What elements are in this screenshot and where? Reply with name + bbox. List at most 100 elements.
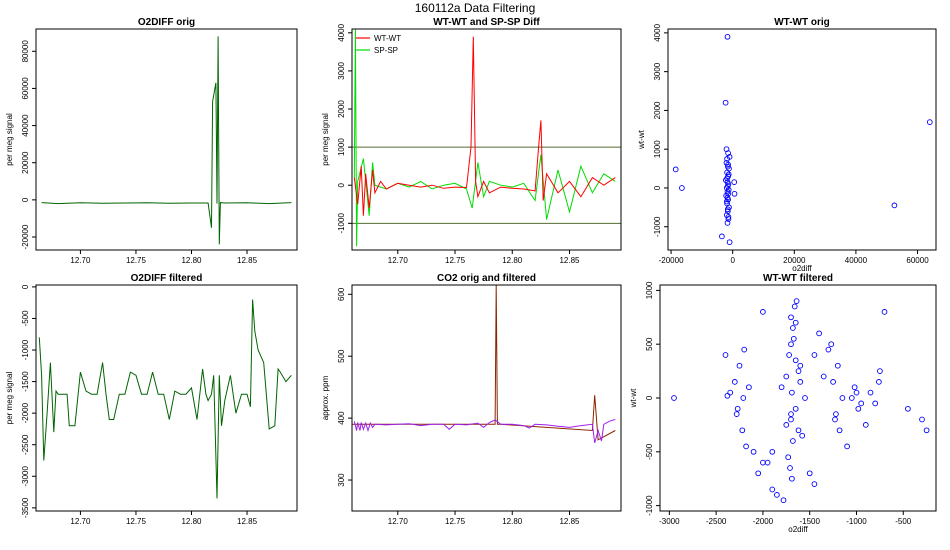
panel-wtwt_orig: WT-WT orig -20000 0 20000 40000 60000 -1000 0 10… (637, 17, 937, 273)
x-tick-label: 12.70 (70, 517, 91, 526)
y-tick-label: -2000 (21, 402, 30, 423)
scatter-point (792, 357, 799, 364)
scatter-point (722, 99, 729, 106)
scatter-point (862, 422, 869, 428)
series-line-o2diff (41, 36, 292, 245)
scatter-point (774, 492, 780, 498)
scatter-point (724, 194, 731, 201)
scatter-point (797, 379, 804, 385)
x-tick-label: 12.85 (559, 517, 580, 526)
series-line-co2-filtered (353, 418, 616, 444)
y-tick-label: 0 (337, 182, 346, 187)
scatter-point (783, 373, 790, 380)
x-tick-label: 40000 (845, 256, 868, 265)
scatter-point (788, 416, 794, 423)
scatter-point (769, 448, 776, 455)
legend: WT-WT SP-SP (356, 34, 401, 55)
y-tick-label: 0 (653, 185, 662, 190)
x-tick-label: 12.80 (181, 256, 202, 265)
scatter-point (855, 405, 862, 412)
x-tick-label: -500 (895, 517, 912, 526)
scatter-point (811, 352, 818, 358)
scatter-point (739, 427, 746, 434)
y-tick-label: 3000 (337, 61, 346, 79)
y-tick-label: -3500 (21, 497, 30, 518)
y-tick-label: 20000 (21, 151, 30, 174)
plot-frame (659, 284, 937, 512)
scatter-point (876, 379, 882, 385)
scatter-point (740, 395, 747, 401)
scatter-point (725, 150, 731, 156)
y-tick-label: -20000 (21, 224, 30, 249)
x-tick-label: -1500 (799, 517, 820, 526)
y-tick-label: 0 (645, 395, 654, 400)
y-tick-label: 4000 (653, 23, 662, 41)
scatter-point (832, 416, 838, 423)
y-tick-label: 60000 (21, 77, 30, 100)
scatter-point (806, 470, 813, 477)
scatter-point (828, 341, 835, 348)
y-tick-label: 4000 (337, 23, 346, 41)
scatter-point (881, 309, 888, 315)
scatter-point (725, 161, 731, 168)
scatter-point (746, 384, 752, 391)
y-tick-label: 2000 (337, 100, 346, 118)
scatter-point (790, 335, 797, 342)
scatter-point (731, 379, 738, 385)
scatter-point (750, 448, 757, 455)
plot-frame (35, 284, 298, 512)
y-tick-label: 40000 (21, 114, 30, 137)
scatter-point (790, 438, 796, 444)
scatter-point (833, 411, 839, 417)
scatter-point (853, 389, 860, 396)
scatter-point (723, 198, 730, 205)
scatter-point (789, 389, 795, 396)
panel-title: CO2 orig and filtered (437, 273, 536, 284)
scatter-point (834, 362, 841, 369)
scatter-point (672, 166, 679, 173)
scatter-point (679, 185, 685, 191)
y-tick-label: 300 (337, 473, 346, 487)
panel-title: WT-WT filtered (763, 273, 833, 284)
scatter-point (734, 405, 741, 412)
plot-frame (667, 28, 937, 251)
x-tick-label: -20000 (659, 256, 684, 265)
scatter-point (839, 395, 846, 401)
scatter-point (825, 346, 832, 353)
panel-wtwt_spsp_diff: WT-WT and SP-SP Diff 12.70 12.75 12.80 12.85… (321, 17, 622, 265)
scatter-point (755, 470, 762, 477)
scatter-point (788, 314, 794, 321)
y-tick-label: -3000 (21, 466, 30, 487)
plot-frame (351, 284, 622, 512)
scatter-point (724, 392, 731, 399)
x-axis-label: o2diff (788, 525, 808, 534)
scatter-point (830, 379, 836, 385)
panel-title: WT-WT orig (774, 17, 830, 28)
x-tick-label: 12.80 (502, 256, 523, 265)
y-tick-label: 600 (337, 287, 346, 301)
scatter-point (731, 179, 738, 185)
scatter-point (733, 411, 740, 417)
scatter-point (848, 395, 855, 401)
scatter-point (811, 481, 818, 487)
scatter-point (741, 346, 748, 353)
x-tick-label: 0 (730, 256, 735, 265)
panel-wtwt_filtered: WT-WT filtered -3000 -2500 -2000 -1500 -1000 -… (629, 273, 937, 534)
y-tick-label: -2500 (21, 434, 30, 455)
scatter-point (760, 459, 766, 466)
scatter-point (671, 395, 677, 401)
x-tick-label: 60000 (906, 256, 929, 265)
scatter-point (724, 175, 730, 182)
scatter-point (836, 427, 843, 434)
panel-title: O2DIFF filtered (131, 273, 203, 284)
scatter-point (791, 303, 798, 310)
y-tick-label: -500 (21, 310, 30, 327)
x-tick-label: 12.75 (445, 517, 466, 526)
x-tick-label: 12.80 (181, 517, 202, 526)
y-axis-label: per meg signal (321, 113, 330, 166)
y-tick-label: -500 (645, 443, 654, 460)
scatter-point (769, 486, 776, 493)
x-tick-label: -2000 (753, 517, 774, 526)
scatter-point (919, 416, 925, 423)
